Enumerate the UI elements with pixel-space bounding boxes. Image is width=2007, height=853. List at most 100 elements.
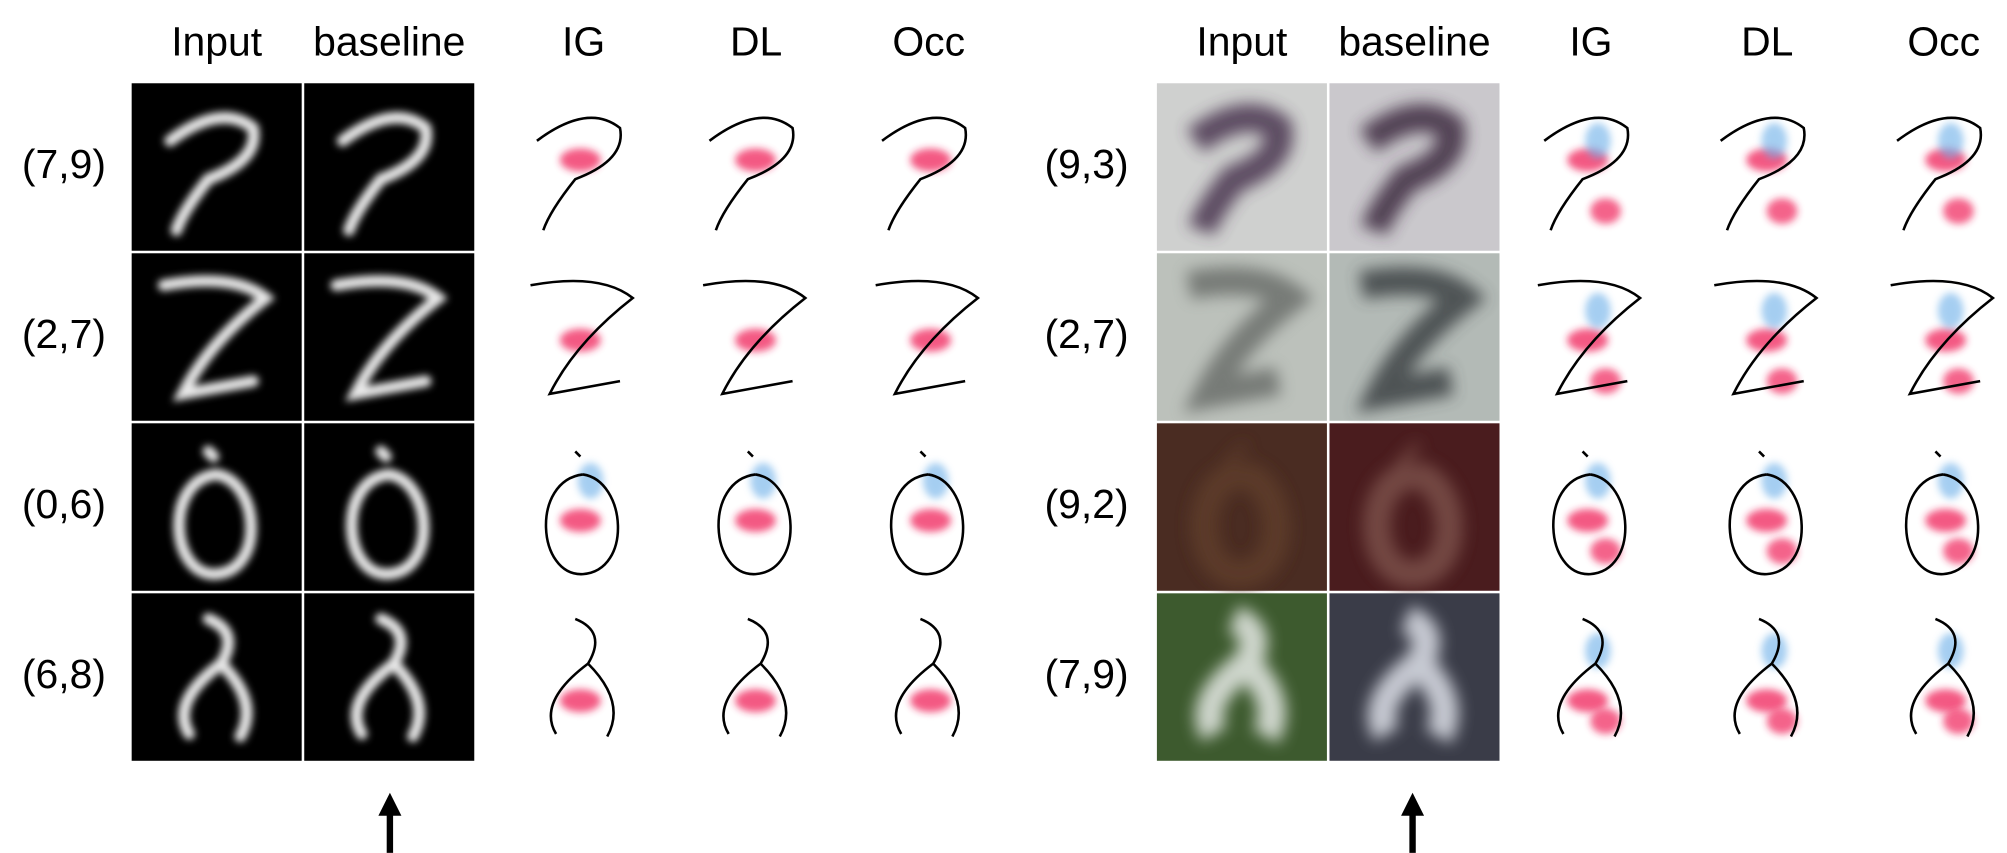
image-tile [1157,423,1327,590]
image-tile [1157,83,1327,250]
attribution-negative [1762,633,1788,669]
image-tile [132,253,302,420]
column-header: Occ [892,19,965,65]
image-tile [844,423,1014,590]
tile-background [132,423,302,590]
attribution-positive [560,689,601,712]
tile-background [1682,593,1852,760]
column-header: Input [1196,19,1288,65]
row-label: (9,2) [1045,481,1129,527]
image-tile [1329,593,1499,760]
attribution-negative [1938,123,1964,159]
column-header: DL [1741,19,1793,65]
image-tile [671,423,841,590]
image-tile [1859,593,2007,760]
tile-background [671,593,841,760]
image-tile [1859,423,2007,590]
image-tile [1329,423,1499,590]
column-header: baseline [1338,19,1490,65]
image-tile [844,253,1014,420]
attribution-negative [1762,293,1788,329]
attribution-negative [1938,633,1964,669]
attribution-positive [1590,368,1621,394]
image-tile [132,423,302,590]
tile-background [1506,593,1676,760]
row-label: (0,6) [22,481,106,527]
image-tile [499,83,669,250]
tile-background [499,423,669,590]
attribution-positive [910,689,951,712]
attribution-positive [560,148,601,171]
tile-background [1682,423,1852,590]
panel: Input baseline IG DL Occ (9,3) (2,7) (9,2) (7,9) [1045,19,2007,761]
column-header: DL [730,19,782,65]
image-tile [1682,593,1852,760]
tile-background [1506,423,1676,590]
column-header: baseline [313,19,465,65]
image-tile [499,593,669,760]
row-label: (7,9) [1045,651,1129,697]
image-tile [1506,593,1676,760]
tile-background [1859,423,2007,590]
image-tile [671,83,841,250]
attribution-negative [1938,293,1964,329]
column-header: IG [562,19,605,65]
image-tile [1859,83,2007,250]
column-header: Input [171,19,263,65]
image-tile [671,593,841,760]
image-tile [1157,253,1327,420]
image-tile [1506,423,1676,590]
attribution-positive [1567,509,1608,532]
tile-background [844,423,1014,590]
attribution-positive [735,509,776,532]
image-tile [304,253,474,420]
image-tile [304,83,474,250]
image-tile [499,423,669,590]
image-tile [671,253,841,420]
tile-background [499,593,669,760]
tile-background [304,83,474,250]
attribution-positive [1590,198,1621,224]
image-tile [1157,593,1327,760]
image-tile [1329,83,1499,250]
image-tile [1329,253,1499,420]
panels: Input baseline IG DL Occ (7,9) (2,7) (0,6) (6,8)… [22,19,2007,761]
tile-background [671,423,841,590]
attribution-positive [735,689,776,712]
image-tile [132,593,302,760]
image-tile [1506,253,1676,420]
attribution-positive [1767,198,1798,224]
figure: Input baseline IG DL Occ (7,9) (2,7) (0,6) (6,8)… [0,0,2007,853]
row-label: (7,9) [22,141,106,187]
attribution-positive [1746,329,1787,352]
tile-background [844,593,1014,760]
image-tile [499,253,669,420]
column-header: IG [1569,19,1612,65]
attribution-positive [1767,368,1798,394]
attribution-positive [1943,198,1974,224]
image-tile [304,423,474,590]
attribution-positive [910,509,951,532]
image-tile [1506,83,1676,250]
image-tile [304,593,474,760]
image-tile [1859,253,2007,420]
attribution-positive [1943,368,1974,394]
attribution-negative [1762,123,1788,159]
attribution-negative [1585,123,1611,159]
image-tile [1682,423,1852,590]
attribution-negative [1585,293,1611,329]
row-label: (9,3) [1045,141,1129,187]
arrows [378,793,1424,853]
column-header: Occ [1907,19,1980,65]
attribution-positive [1925,509,1966,532]
tile-background [132,83,302,250]
row-label: (2,7) [22,311,106,357]
tile-background [304,423,474,590]
attribution-positive [735,329,776,352]
attribution-positive [1746,509,1787,532]
row-label: (6,8) [22,651,106,697]
panel: Input baseline IG DL Occ (7,9) (2,7) (0,6) (6,8) [22,19,1014,761]
image-tile [844,593,1014,760]
attribution-positive [560,509,601,532]
row-label: (2,7) [1045,311,1129,357]
